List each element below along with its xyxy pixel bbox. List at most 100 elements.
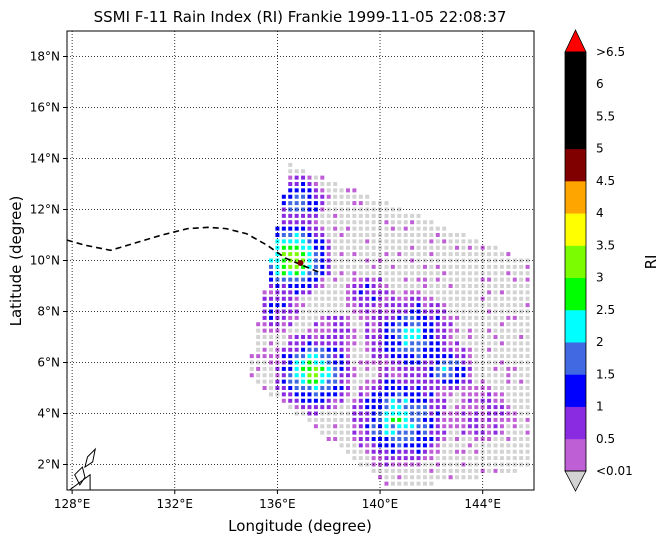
rain-pixel	[416, 245, 421, 250]
rain-pixel	[467, 277, 472, 282]
rain-pixel	[390, 277, 395, 282]
rain-pixel	[320, 354, 325, 359]
rain-pixel	[493, 411, 498, 416]
rain-pixel	[384, 354, 389, 359]
rain-pixel	[275, 277, 280, 282]
rain-pixel	[320, 430, 325, 435]
rain-pixel	[480, 462, 485, 467]
rain-pixel	[320, 322, 325, 327]
rain-pixel	[352, 366, 357, 371]
rain-pixel	[378, 405, 383, 410]
rain-pixel	[390, 296, 395, 301]
rain-pixel	[358, 233, 363, 237]
rain-pixel	[301, 233, 306, 237]
rain-pixel	[281, 354, 286, 359]
rain-pixel	[378, 220, 383, 225]
rain-pixel	[281, 264, 286, 269]
rain-pixel	[307, 328, 312, 333]
rain-pixel	[256, 322, 261, 327]
rain-pixel	[493, 284, 498, 288]
rain-pixel	[313, 303, 318, 308]
rain-pixel	[435, 258, 440, 263]
rain-pixel	[512, 379, 517, 384]
rain-pixel	[339, 284, 344, 288]
rain-pixel	[512, 456, 517, 461]
rain-pixel	[288, 245, 293, 250]
rain-pixel	[281, 366, 286, 371]
rain-pixel	[416, 449, 421, 454]
rain-pixel	[397, 264, 402, 269]
rain-pixel	[339, 213, 344, 218]
rain-pixel	[390, 271, 395, 276]
rain-pixel	[442, 405, 447, 410]
rain-pixel	[352, 443, 357, 448]
rain-pixel	[288, 347, 293, 352]
rain-pixel	[288, 271, 293, 276]
rain-pixel	[281, 341, 286, 346]
rain-pixel	[345, 341, 350, 346]
rain-pixel	[301, 379, 306, 384]
rain-pixel	[487, 271, 492, 276]
rain-pixel	[281, 284, 286, 288]
rain-pixel	[397, 290, 402, 295]
rain-pixel	[512, 430, 517, 435]
rain-pixel	[410, 437, 415, 441]
rain-pixel	[345, 258, 350, 263]
rain-pixel	[339, 430, 344, 435]
rain-pixel	[493, 315, 498, 320]
rain-pixel	[461, 322, 466, 327]
rain-pixel	[384, 430, 389, 435]
rain-pixel	[506, 398, 511, 403]
rain-pixel	[365, 252, 370, 257]
rain-pixel	[268, 341, 273, 346]
rain-pixel	[487, 264, 492, 269]
rain-pixel	[326, 245, 331, 250]
rain-pixel	[352, 315, 357, 320]
rain-pixel	[499, 328, 504, 333]
x-tick-label: 136°E	[259, 497, 296, 511]
rain-pixel	[333, 424, 338, 429]
rain-pixel	[455, 284, 460, 288]
rain-pixel	[262, 303, 267, 308]
rain-pixel	[487, 417, 492, 422]
rain-pixel	[281, 213, 286, 218]
rain-pixel	[455, 271, 460, 276]
rain-pixel	[487, 398, 492, 403]
rain-pixel	[525, 424, 530, 429]
rain-pixel	[410, 456, 415, 461]
rain-pixel	[268, 303, 273, 308]
rain-pixel	[358, 411, 363, 416]
rain-pixel	[397, 360, 402, 365]
rain-pixel	[435, 354, 440, 359]
rain-pixel	[455, 468, 460, 473]
rain-pixel	[506, 347, 511, 352]
rain-pixel	[294, 411, 299, 416]
rain-pixel	[403, 443, 408, 448]
rain-pixel	[480, 328, 485, 333]
rain-pixel	[410, 347, 415, 352]
rain-pixel	[429, 335, 434, 339]
rain-pixel	[410, 226, 415, 231]
rain-pixel	[390, 213, 395, 218]
rain-pixel	[313, 226, 318, 231]
rain-pixel	[442, 462, 447, 467]
rain-pixel	[525, 360, 530, 365]
rain-pixel	[410, 424, 415, 429]
rain-pixel	[474, 366, 479, 371]
rain-pixel	[493, 443, 498, 448]
rain-pixel	[519, 322, 524, 327]
plot-area: 128°E 132°E 136°E 140°E 144°E 2°N4°N6°N8°N10…	[30, 30, 535, 511]
rain-pixel	[301, 296, 306, 301]
colorbar-bin	[565, 406, 586, 440]
rain-pixel	[403, 417, 408, 422]
rain-pixel	[422, 456, 427, 461]
rain-pixel	[390, 303, 395, 308]
rain-pixel	[487, 437, 492, 441]
rain-pixel	[378, 258, 383, 263]
rain-pixel	[474, 271, 479, 276]
rain-pixel	[397, 411, 402, 416]
rain-pixel	[403, 322, 408, 327]
x-tick-label: 128°E	[54, 497, 91, 511]
rain-pixel	[480, 366, 485, 371]
rain-pixel	[313, 194, 318, 199]
